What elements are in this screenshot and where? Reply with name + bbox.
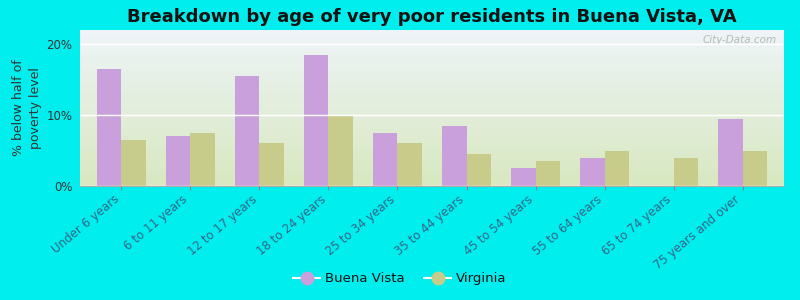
Bar <box>718 118 742 186</box>
Bar <box>442 126 466 186</box>
Bar <box>674 158 698 186</box>
Bar <box>466 154 490 186</box>
Bar <box>235 76 259 186</box>
Legend: Buena Vista, Virginia: Buena Vista, Virginia <box>288 267 512 290</box>
Bar <box>304 55 329 186</box>
Bar <box>166 136 190 186</box>
Bar <box>605 151 629 186</box>
Bar <box>580 158 605 186</box>
Bar <box>259 143 284 186</box>
Bar <box>742 151 766 186</box>
Bar <box>329 115 353 186</box>
Text: City-Data.com: City-Data.com <box>703 35 777 45</box>
Bar <box>535 161 560 186</box>
Bar <box>122 140 146 186</box>
Title: Breakdown by age of very poor residents in Buena Vista, VA: Breakdown by age of very poor residents … <box>127 8 737 26</box>
Bar <box>374 133 398 186</box>
Bar <box>398 143 422 186</box>
Bar <box>98 69 122 186</box>
Y-axis label: % below half of
poverty level: % below half of poverty level <box>12 60 42 156</box>
Bar <box>190 133 214 186</box>
Bar <box>511 168 535 186</box>
